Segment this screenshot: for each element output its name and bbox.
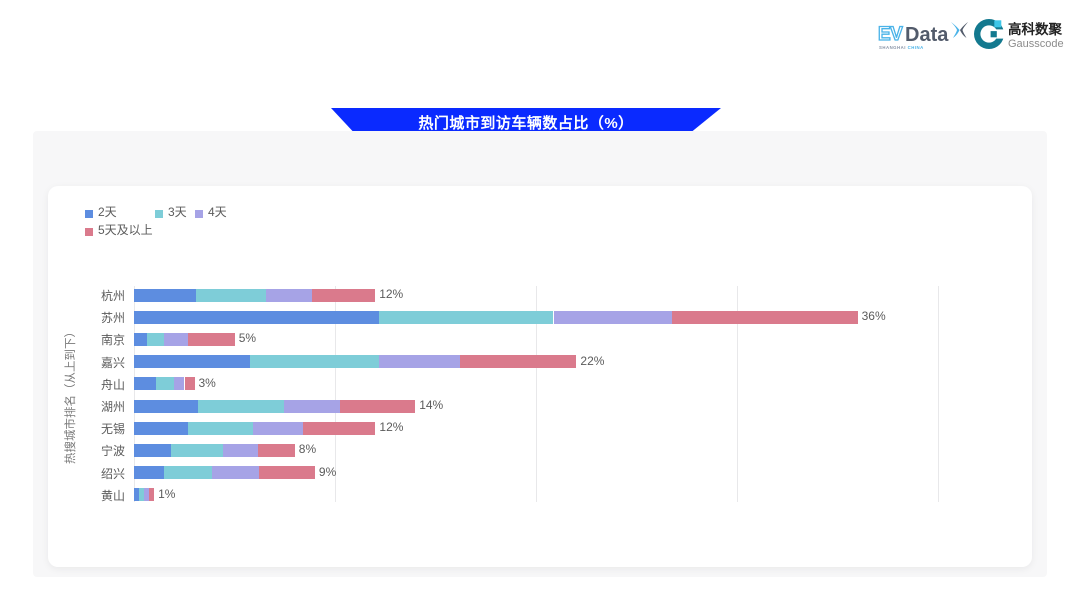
svg-text:Gausscode: Gausscode — [1008, 38, 1064, 50]
svg-text:Data: Data — [905, 24, 949, 46]
svg-text:热门城市到访车辆数占比（%）: 热门城市到访车辆数占比（%） — [418, 114, 633, 132]
svg-text:SHANGHAI CHINA: SHANGHAI CHINA — [879, 45, 924, 50]
svg-text:EV: EV — [878, 24, 903, 45]
svg-text:高科数聚: 高科数聚 — [1008, 21, 1062, 37]
